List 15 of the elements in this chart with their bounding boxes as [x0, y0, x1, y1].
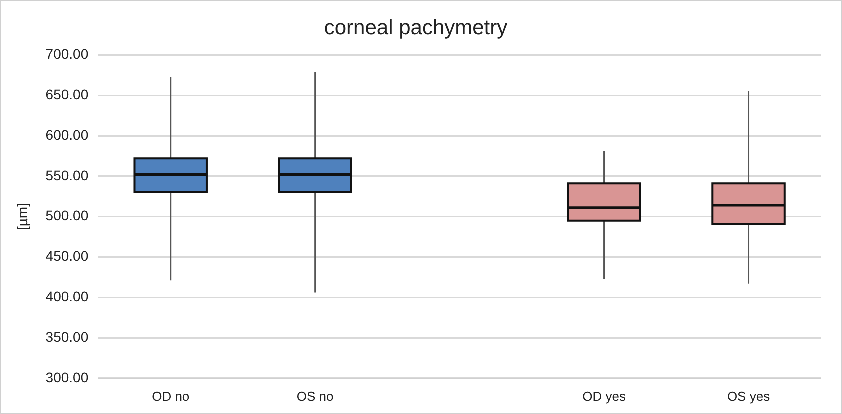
y-tick-label: 500.00	[46, 208, 89, 224]
y-tick-label: 300.00	[46, 369, 89, 386]
x-tick-label: OS no	[296, 388, 334, 404]
y-tick-label: 550.00	[46, 167, 89, 184]
y-tick-label: 450.00	[46, 248, 89, 264]
y-tick-label: 700.00	[46, 46, 89, 62]
x-tick-label: OD no	[152, 388, 190, 404]
x-tick-label: OS yes	[727, 388, 771, 404]
y-tick-label: 600.00	[46, 126, 89, 143]
x-tick-label: OD yes	[582, 388, 626, 404]
y-axis-title: [µm]	[14, 203, 30, 231]
y-tick-label: 400.00	[46, 288, 89, 304]
chart-title: corneal pachymetry	[324, 16, 508, 40]
y-tick-label: 650.00	[46, 86, 89, 102]
y-tick-label: 350.00	[46, 328, 89, 345]
